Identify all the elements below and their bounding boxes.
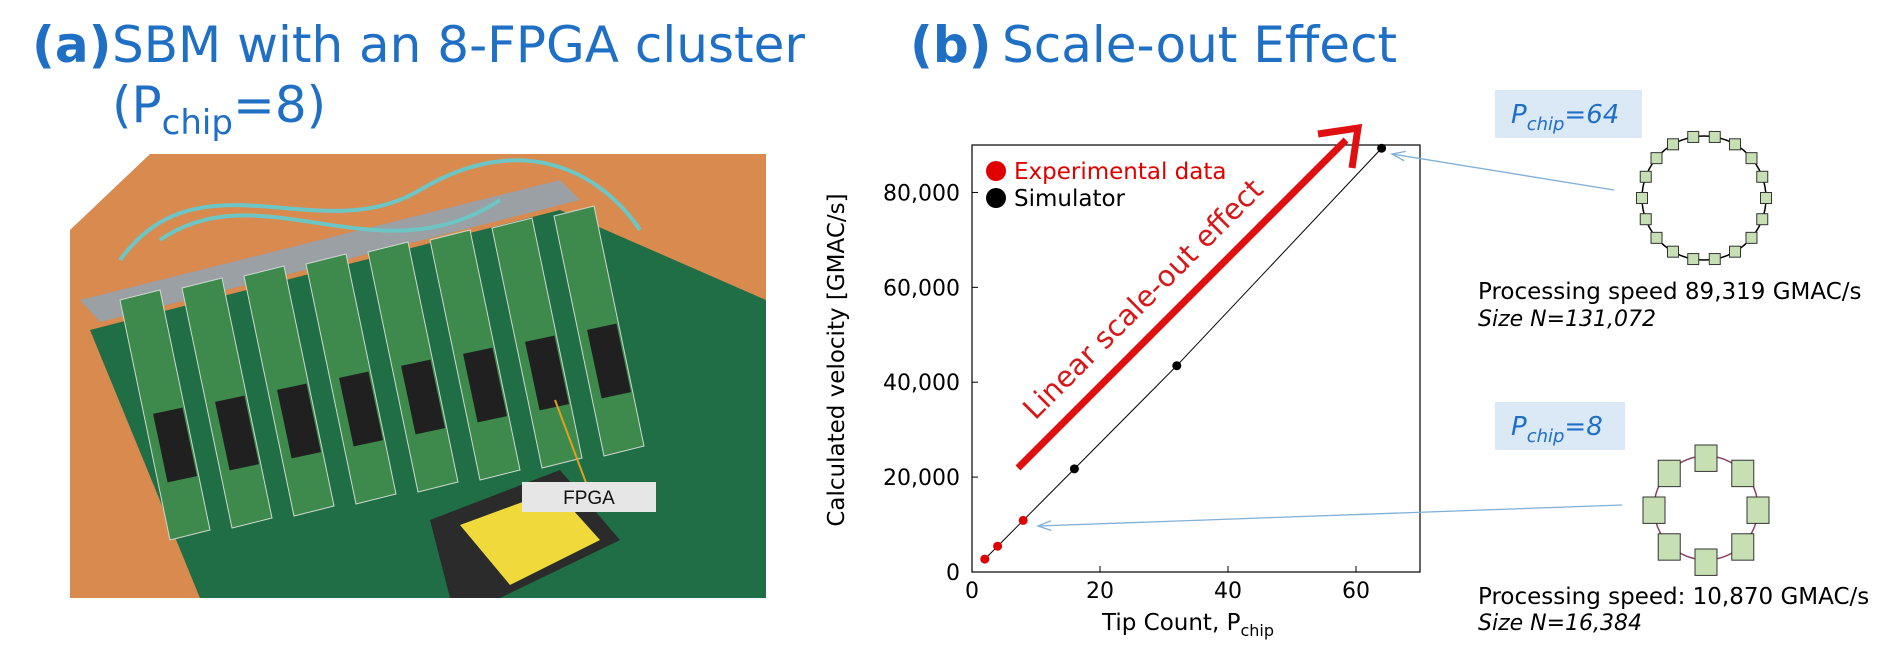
chip: [1650, 231, 1663, 244]
trend-line: [1022, 468, 1075, 521]
pointer: [554, 399, 589, 489]
y-tick-label: 80,000: [883, 181, 960, 206]
y-tick-label: 0: [946, 561, 960, 586]
heatsink: [153, 407, 197, 483]
text-part: Tip Count, P: [1101, 610, 1241, 636]
chip: [1657, 459, 1681, 488]
heatsink: [215, 395, 259, 471]
chip: [1745, 231, 1758, 244]
text-part: =64: [1564, 100, 1619, 130]
cable: [158, 198, 502, 242]
heatsink: [525, 335, 569, 411]
point: [993, 541, 1003, 551]
cable: [118, 158, 642, 262]
y-axis-label: Calculated velocity [GMAC/s]: [824, 193, 850, 526]
processing-speed: Processing speed 89,319 GMAC/s: [1478, 279, 1862, 305]
problem-size: Size N=131,072: [1478, 307, 1656, 332]
x-tick-label: 60: [1342, 579, 1370, 604]
heatsink: [339, 371, 383, 447]
x-tick-label: 40: [1214, 579, 1242, 604]
chip: [1731, 459, 1755, 488]
heatsink: [277, 383, 321, 459]
chip: [1694, 444, 1718, 472]
pointer-arrow: [1391, 153, 1615, 191]
panel-title-line2: (Pchip=8): [112, 76, 326, 143]
chip: [1667, 138, 1679, 151]
chip: [1687, 130, 1700, 143]
text-part: =8): [233, 76, 326, 134]
chip: [1657, 533, 1681, 561]
config-label: Pchip=64: [1511, 100, 1619, 135]
x-axis-label: Tip Count, Pchip: [1101, 610, 1274, 640]
x-tick-label: 20: [1086, 579, 1114, 604]
photo: FPGA: [70, 154, 766, 598]
text-part: P: [1511, 100, 1527, 130]
photo-label: FPGA: [563, 488, 615, 509]
heatsink: [463, 347, 507, 423]
chip: [1731, 533, 1755, 561]
y-tick-label: 60,000: [883, 276, 960, 301]
chip: [1745, 152, 1758, 165]
subscript: chip: [1527, 114, 1565, 135]
y-tick-label: 20,000: [883, 466, 960, 491]
chip: [1694, 548, 1718, 576]
text-part: (P: [112, 76, 162, 134]
legend-marker: [986, 188, 1006, 208]
series-line: [984, 520, 1024, 560]
chip: [1729, 138, 1741, 151]
subscript: chip: [162, 103, 233, 143]
panel-title: SBM with an 8-FPGA cluster: [112, 16, 805, 74]
pointer-arrow: [1037, 504, 1623, 527]
legend-label: Simulator: [1014, 186, 1126, 212]
pointer-arrowhead: [1036, 520, 1052, 531]
point: [1377, 143, 1387, 153]
x-tick-label: 0: [965, 579, 979, 604]
chip: [1708, 130, 1721, 143]
heatsink: [587, 323, 631, 399]
chip: [1636, 192, 1648, 204]
text-part: P: [1511, 412, 1527, 442]
sticker: [460, 490, 600, 585]
legend-marker: [986, 161, 1006, 181]
processing-speed: Processing speed: 10,870 GMAC/s: [1478, 584, 1869, 610]
y-tick-label: 40,000: [883, 371, 960, 396]
chip: [1639, 170, 1652, 183]
chip: [1650, 152, 1663, 165]
annotation-arrowhead: [1317, 123, 1363, 169]
panel-label: (a): [32, 16, 111, 74]
chip: [1667, 245, 1679, 258]
point: [1172, 361, 1182, 371]
pointer-arrowhead: [1390, 150, 1406, 162]
config-tag: [1495, 402, 1625, 450]
text-part: =8: [1564, 412, 1602, 442]
chip: [1642, 496, 1666, 524]
fpga-boards: [119, 205, 645, 541]
label-box: [522, 482, 656, 512]
problem-size: Size N=16,384: [1478, 611, 1642, 636]
panel-title: Scale-out Effect: [1002, 16, 1397, 74]
chip: [1756, 170, 1769, 183]
config-label: Pchip=8: [1511, 412, 1603, 447]
annotation-arrow: [1015, 137, 1349, 471]
plot-frame: [971, 144, 1421, 573]
chip: [1746, 496, 1770, 524]
config-tag: [1495, 90, 1642, 138]
chip: [1760, 192, 1772, 204]
legend-label: Experimental data: [1014, 159, 1227, 185]
panel-label: (b): [910, 16, 992, 74]
point: [1069, 464, 1079, 474]
chip: [1687, 253, 1700, 266]
heatsink: [401, 359, 445, 435]
chip: [1729, 245, 1741, 258]
chart: 0 20,000 40,000 60,000 80,000 0 20 40 60 Tip Coun…: [824, 123, 1421, 640]
chip: [1756, 213, 1769, 226]
point: [1018, 515, 1028, 525]
chip: [1639, 213, 1652, 226]
point: [980, 554, 990, 564]
subscript: chip: [1527, 426, 1565, 447]
subscript: chip: [1240, 621, 1274, 640]
chip: [1708, 253, 1721, 266]
